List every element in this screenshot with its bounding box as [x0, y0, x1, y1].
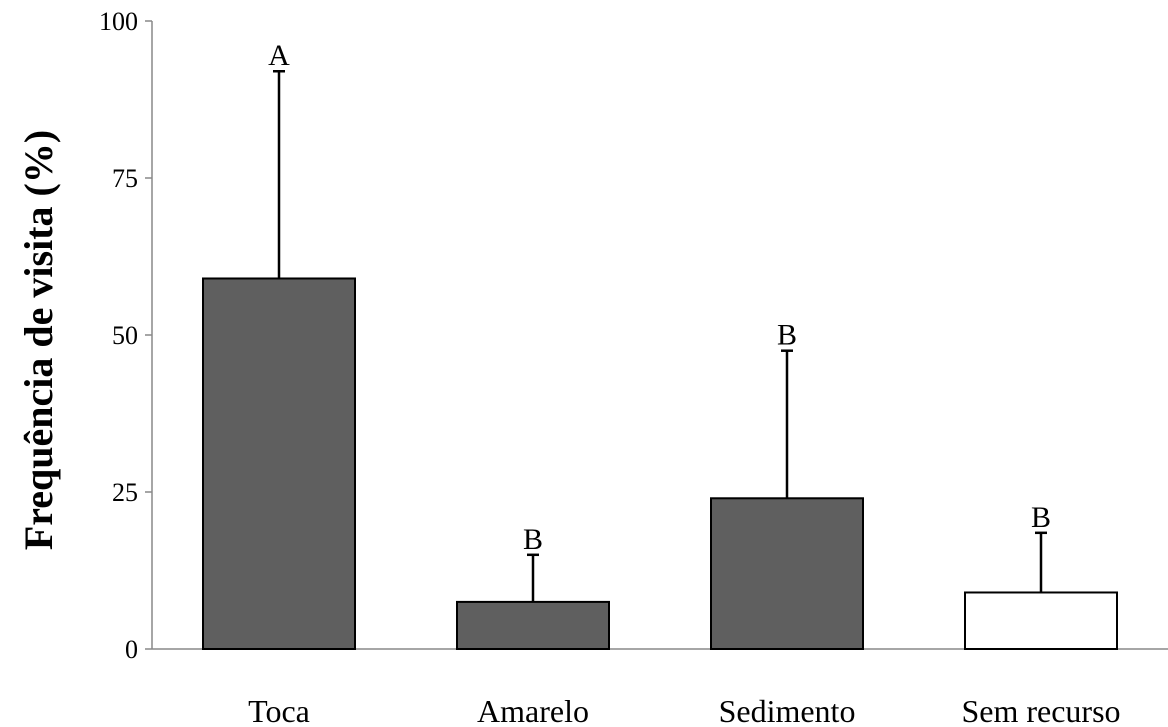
plot-area: 0 25 50 75 100 A Toca B Amarelo B Sedimento B Sem re… [99, 7, 1168, 727]
y-tick-label: 100 [99, 7, 138, 36]
significance-label: B [1031, 501, 1051, 534]
x-category-label: Sem recurso [961, 693, 1120, 727]
y-tick-label: 0 [125, 635, 138, 664]
y-tick-label: 75 [112, 164, 138, 193]
bar [710, 497, 864, 650]
bar [964, 591, 1118, 650]
y-tick-label: 50 [112, 321, 138, 350]
significance-label: B [777, 319, 797, 352]
bar [202, 277, 356, 650]
x-category-label: Amarelo [477, 693, 589, 727]
y-tick-label: 25 [112, 478, 138, 507]
x-category-label: Toca [248, 693, 310, 727]
x-category-label: Sedimento [719, 693, 856, 727]
significance-label: B [523, 523, 543, 556]
bar [456, 600, 610, 651]
y-axis-title: Frequência de visita (%) [16, 130, 61, 550]
significance-label: A [268, 39, 290, 72]
